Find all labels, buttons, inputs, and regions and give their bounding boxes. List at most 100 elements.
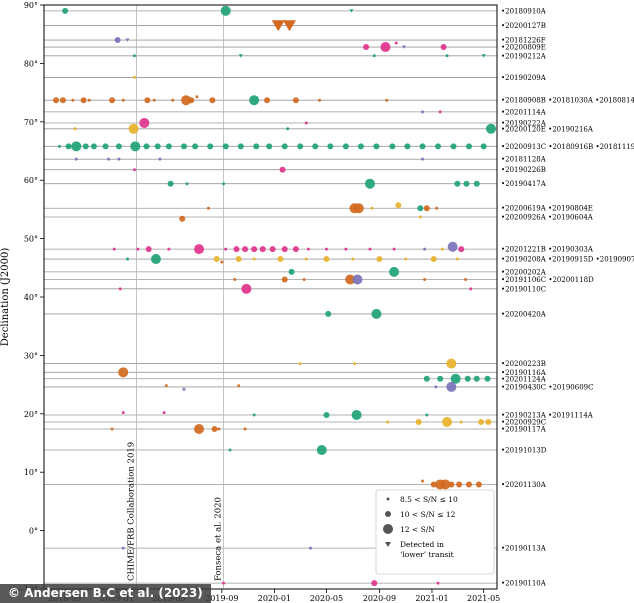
detection-point: [145, 246, 152, 253]
source-label: •20200619A •20190804E: [501, 205, 593, 213]
detection-point: [323, 256, 330, 263]
detection-point: [385, 98, 389, 102]
detection-point: [454, 180, 461, 187]
detection-point: [438, 110, 442, 114]
legend-label: Detected in: [400, 540, 444, 549]
detection-marker-lower: [282, 20, 296, 32]
detection-point: [117, 157, 121, 161]
detection-point: [107, 157, 111, 161]
detection-point: [312, 143, 319, 150]
detection-point: [237, 143, 244, 150]
detection-point: [425, 413, 429, 417]
source-label: •20201114A: [501, 108, 547, 116]
detection-point: [224, 247, 228, 251]
detection-point: [459, 420, 463, 424]
source-label: •20200929C: [501, 418, 546, 426]
detection-point: [162, 411, 166, 415]
detection-point: [281, 246, 288, 253]
source-label: •20181226F: [501, 37, 546, 45]
legend: 8.5 < S/N ≤ 10 10 < S/N ≤ 12 12 < S/N Detec…: [375, 489, 495, 575]
detection-point: [222, 581, 226, 585]
detection-point: [222, 182, 226, 186]
detection-point: [466, 481, 473, 488]
detection-point: [286, 127, 290, 131]
detection-point: [304, 121, 308, 125]
detection-point: [421, 157, 425, 161]
detection-point: [372, 54, 376, 58]
detection-point: [389, 266, 400, 277]
detection-point: [118, 287, 122, 291]
detection-point: [233, 246, 240, 253]
detection-point: [114, 37, 121, 44]
detection-point: [233, 277, 237, 281]
detection-point: [121, 98, 125, 102]
detection-point: [394, 41, 398, 45]
detection-point: [450, 143, 457, 150]
source-label: •20190116A: [501, 369, 547, 377]
detection-point: [143, 143, 150, 150]
detection-point: [485, 418, 492, 425]
detection-point: [435, 206, 439, 210]
detection-point: [423, 277, 427, 281]
source-label: •20200202A: [501, 268, 547, 276]
detection-point: [112, 247, 116, 251]
detection-point: [253, 143, 260, 150]
source-label: •20200809E: [501, 44, 546, 52]
detection-point: [90, 143, 97, 150]
detection-point: [269, 246, 276, 253]
detection-point: [435, 143, 442, 150]
source-label: •20190212A: [501, 52, 547, 60]
detection-point: [188, 97, 195, 104]
detection-point: [478, 418, 485, 425]
detection-point: [181, 95, 192, 106]
detection-point: [376, 256, 383, 263]
detection-point: [323, 411, 330, 418]
detection-point: [327, 143, 334, 150]
detection-point: [473, 375, 480, 382]
detection-point: [430, 256, 437, 263]
detection-point: [264, 97, 271, 104]
legend-marker-dot: [385, 511, 391, 517]
detection-point: [220, 260, 224, 264]
detection-point: [456, 481, 463, 488]
detection-point: [109, 97, 116, 104]
detection-point: [437, 375, 444, 382]
detection-point: [171, 98, 175, 102]
detection-point: [110, 427, 114, 431]
source-labels-layer: •20180910A •20200127B •20181226F•20200809E…: [501, 7, 634, 587]
x-tick-label: 2021-05: [467, 594, 500, 603]
detection-point: [281, 143, 288, 150]
detection-point: [353, 203, 364, 214]
source-label: •20181128A: [501, 156, 547, 164]
source-label: •20180908B •20181030A •20180814A: [501, 97, 634, 105]
y-tick-label: 20°: [24, 410, 38, 419]
detection-point: [446, 381, 457, 392]
y-tick-label: 80°: [24, 59, 38, 68]
detection-point: [430, 481, 437, 488]
detection-point: [475, 481, 482, 488]
detection-point: [342, 143, 349, 150]
detection-point: [74, 157, 78, 161]
detection-point: [298, 362, 302, 366]
detection-point: [368, 247, 372, 251]
legend-marker-triangle: [385, 542, 391, 547]
detection-point: [228, 448, 232, 452]
detection-point: [59, 97, 66, 104]
source-label: •20201124A: [501, 375, 547, 383]
detection-point: [259, 246, 266, 253]
detection-point: [423, 247, 427, 251]
detection-point: [121, 411, 125, 415]
detection-point: [404, 257, 408, 261]
detection-point: [165, 143, 172, 150]
detection-point: [292, 97, 299, 104]
detection-point: [464, 277, 468, 281]
y-tick-label: 30°: [24, 351, 38, 360]
detection-point: [277, 256, 284, 263]
detection-point: [194, 244, 205, 255]
detection-point: [132, 168, 136, 172]
detection-point: [53, 97, 60, 104]
source-label: •20190430C •20190609C: [501, 383, 593, 391]
detection-point: [152, 98, 156, 102]
detection-point: [58, 144, 62, 148]
detection-point: [304, 257, 308, 261]
